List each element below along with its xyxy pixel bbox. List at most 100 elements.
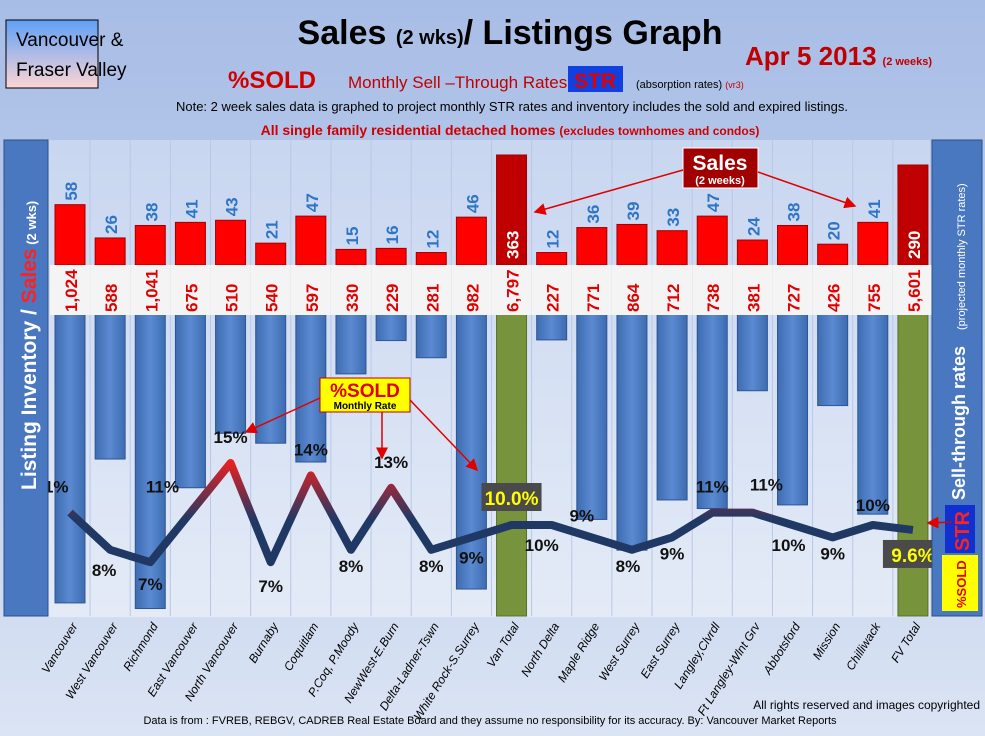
sales-bar	[696, 215, 728, 266]
sold-rate-label: 10%	[525, 536, 559, 555]
sales-bar	[255, 242, 287, 266]
sold-arrow-3	[409, 399, 479, 472]
sales-value-label: 46	[463, 194, 482, 213]
sold-rate-line	[67, 459, 914, 567]
listing-label-box	[611, 265, 652, 315]
listing-value-label: 588	[102, 284, 121, 312]
subtitle-sold: %SOLD	[228, 67, 316, 94]
listing-value-label: 727	[785, 284, 804, 312]
x-tick-label: Burnaby	[246, 619, 282, 665]
listing-label-box	[90, 265, 131, 315]
region-line-2: Fraser Valley	[16, 60, 127, 81]
sales-bar	[736, 239, 768, 266]
sales-bar	[857, 221, 889, 266]
sales-bar	[656, 230, 688, 266]
x-tick-label: Chilliwack	[843, 619, 884, 673]
sales-annotation-title: Sales	[693, 152, 748, 175]
sales-value-label: 33	[664, 208, 683, 227]
str-badge-text: STR	[952, 510, 974, 551]
sold-rate-label: 7%	[138, 575, 163, 594]
sales-annotation-sub: (2 weeks)	[695, 175, 745, 187]
sales-value-label: 16	[383, 225, 402, 244]
sold-rate-label: 13%	[374, 453, 408, 472]
sales-bar	[897, 164, 929, 266]
sales-value-label: 12	[423, 230, 442, 249]
listing-label-box	[571, 265, 612, 315]
sales-value-label: 24	[744, 217, 763, 236]
absorption-text: (absorption rates) (vr3)	[636, 79, 744, 91]
sales-bar	[415, 252, 447, 266]
listing-value-label: 381	[744, 284, 763, 312]
sales-value-label: 12	[544, 230, 563, 249]
sold-rate-label: 15%	[214, 428, 248, 447]
listing-label-box	[772, 265, 813, 315]
sales-value-label: 47	[704, 193, 723, 212]
sales-bar	[134, 224, 166, 266]
listing-label-box	[692, 265, 733, 315]
sold-rate-label: 9%	[660, 544, 685, 563]
sales-value-label: 21	[263, 220, 282, 239]
sold-rate-label: 11%	[750, 476, 783, 495]
sold-badge-text: %SOLD	[954, 560, 969, 608]
sales-value-label: 38	[785, 203, 804, 222]
sales-value-label: 363	[504, 231, 523, 259]
listing-value-label: 864	[624, 283, 643, 312]
sales-bar	[375, 247, 407, 266]
sales-value-label: 47	[303, 193, 322, 212]
scope-text: All single family residential detached h…	[261, 122, 760, 138]
listing-value-label: 755	[865, 284, 884, 312]
listing-label-box	[371, 265, 412, 315]
sold-badge-box	[942, 555, 978, 611]
source-text: Data is from : FVREB, REBGV, CADREB Real…	[143, 715, 837, 727]
str-title-text: STR	[574, 70, 616, 93]
x-tick-label: Van Total	[484, 620, 522, 670]
sales-value-label: 43	[223, 197, 242, 216]
listing-label-box	[50, 265, 90, 315]
region-line-1: Vancouver &	[16, 30, 124, 51]
rights-text: All rights reserved and images copyright…	[753, 698, 980, 712]
left-axis-panel	[3, 139, 49, 617]
listing-value-label: 330	[343, 284, 362, 312]
right-axis-label: Sell-through rates	[949, 346, 969, 500]
listing-label-box	[411, 265, 452, 315]
listing-value-label: 738	[704, 284, 723, 312]
sold-rate-label: 9%	[459, 548, 484, 567]
listing-value-label: 540	[263, 284, 282, 312]
listing-label-box	[852, 265, 893, 315]
listing-value-label: 281	[423, 284, 442, 312]
listing-value-label: 426	[825, 284, 844, 312]
x-tick-label: East Surrey	[638, 619, 684, 680]
sales-bar	[616, 223, 648, 266]
sold-rate-label: 7%	[258, 577, 283, 596]
subtitle-str: Monthly Sell –Through Rates	[348, 73, 567, 92]
listing-label-box	[451, 265, 492, 315]
sold-rate-label: 8%	[419, 557, 444, 576]
sales-bar	[536, 252, 568, 266]
x-tick-label: Mission	[810, 620, 844, 662]
sales-value-label: 36	[584, 205, 603, 224]
sold-rate-label: 9%	[570, 506, 595, 525]
sold-rate-label: 10%	[772, 536, 806, 555]
sales-annotation-box	[682, 147, 759, 189]
sales-bar	[295, 215, 327, 266]
sales-bar	[576, 227, 608, 266]
listing-label-box	[491, 265, 532, 315]
total-rate-label: 9.6%	[891, 546, 934, 567]
sales-bar	[777, 224, 809, 266]
sales-value-label: 20	[825, 221, 844, 240]
report-date: Apr 5 2013 (2 weeks)	[745, 41, 932, 71]
str-arrow	[926, 516, 953, 529]
x-tick-label: FV Total	[888, 620, 923, 665]
sold-rate-label: 11%	[696, 478, 729, 497]
x-tick-label: Richmond	[120, 620, 161, 674]
sales-value-label: 290	[905, 231, 924, 259]
sold-rate-label: 8%	[616, 557, 641, 576]
listings-bar	[496, 264, 528, 617]
listing-label-box	[330, 265, 371, 315]
sales-value-label: 39	[624, 202, 643, 221]
listing-label-box	[170, 265, 211, 315]
listing-value-label: 229	[383, 284, 402, 312]
sales-arrow-right	[757, 171, 857, 209]
sales-bar	[215, 219, 247, 266]
